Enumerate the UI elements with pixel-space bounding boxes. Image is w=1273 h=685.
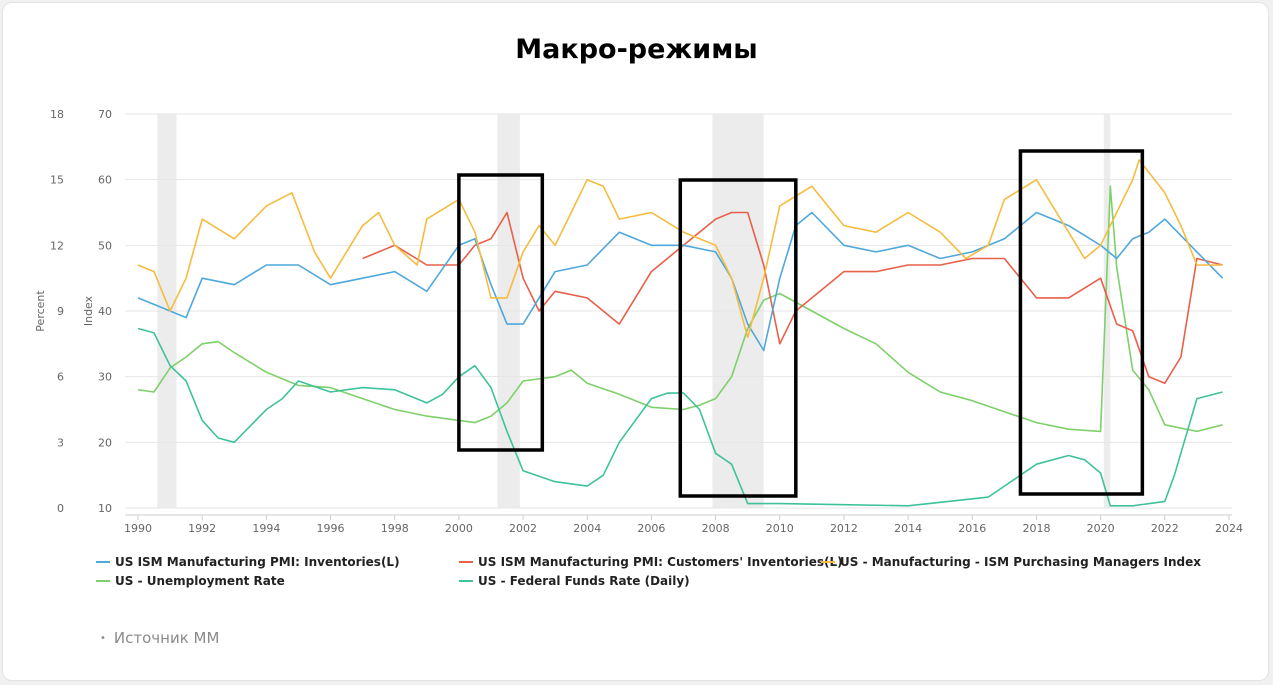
legend-item[interactable]: US ISM Manufacturing PMI: Inventories(L) [96, 555, 400, 569]
page-title: Макро-режимы [515, 34, 758, 65]
legend-label: US ISM Manufacturing PMI: Inventories(L) [115, 555, 400, 569]
legend-swatch [459, 580, 473, 582]
y-tick-percent: 9 [57, 305, 64, 318]
x-tick-label: 2010 [766, 522, 794, 535]
legend-item[interactable]: US - Manufacturing - ISM Purchasing Mana… [821, 555, 1201, 569]
legend-swatch [821, 561, 835, 563]
x-tick-label: 2006 [637, 522, 665, 535]
series-line-unemployment [137, 185, 1223, 433]
highlight-box [1018, 149, 1145, 496]
series-line-customers [362, 211, 1223, 385]
source-bullet: • [100, 633, 106, 644]
series-line-fedfunds [137, 327, 1223, 507]
legend-swatch [96, 561, 110, 563]
x-tick-label: 1996 [317, 522, 345, 535]
x-tick-label: 2020 [1087, 522, 1115, 535]
legend-swatch [96, 580, 110, 582]
x-tick-label: 1998 [381, 522, 409, 535]
x-tick-label: 2018 [1022, 522, 1050, 535]
source-text: Источник ММ [113, 629, 220, 647]
y-tick-index: 60 [98, 174, 112, 187]
y-tick-index: 40 [98, 305, 112, 318]
x-tick-label: 2000 [445, 522, 473, 535]
y-tick-index: 50 [98, 239, 112, 252]
x-tick-label: 2012 [830, 522, 858, 535]
legend-swatch [459, 561, 473, 563]
legend-label: US - Manufacturing - ISM Purchasing Mana… [840, 555, 1201, 569]
x-tick-label: 2014 [894, 522, 922, 535]
y-axis-label-percent: Percent [34, 290, 47, 332]
highlight-box [457, 173, 545, 452]
legend-label: US - Unemployment Rate [115, 574, 285, 588]
x-tick-label: 1992 [188, 522, 216, 535]
y-tick-percent: 12 [50, 239, 64, 252]
y-tick-percent: 0 [57, 502, 64, 515]
y-tick-index: 70 [98, 108, 112, 121]
legend-item[interactable]: US ISM Manufacturing PMI: Customers' Inv… [459, 555, 843, 569]
source-note: • Источник ММ [100, 629, 219, 647]
y-axis-label-index: Index [82, 295, 95, 326]
y-tick-percent: 18 [50, 108, 64, 121]
x-tick-label: 2022 [1151, 522, 1179, 535]
y-tick-percent: 15 [50, 174, 64, 187]
legend-label: US ISM Manufacturing PMI: Customers' Inv… [478, 555, 843, 569]
y-tick-index: 10 [98, 502, 112, 515]
y-tick-index: 30 [98, 371, 112, 384]
x-tick-label: 1990 [124, 522, 152, 535]
x-tick-label: 2024 [1215, 522, 1243, 535]
x-tick-label: 2008 [702, 522, 730, 535]
series-line-pmi [137, 159, 1223, 339]
x-tick-label: 2002 [509, 522, 537, 535]
y-tick-percent: 6 [57, 371, 64, 384]
series-line-inventories [137, 211, 1224, 352]
legend-item[interactable]: US - Unemployment Rate [96, 574, 285, 588]
legend-item[interactable]: US - Federal Funds Rate (Daily) [459, 574, 690, 588]
x-tick-label: 2016 [958, 522, 986, 535]
y-tick-percent: 3 [57, 436, 64, 449]
y-tick-index: 20 [98, 436, 112, 449]
x-tick-label: 1994 [252, 522, 280, 535]
highlight-box [678, 178, 798, 498]
legend-label: US - Federal Funds Rate (Daily) [478, 574, 690, 588]
x-tick-label: 2004 [573, 522, 601, 535]
